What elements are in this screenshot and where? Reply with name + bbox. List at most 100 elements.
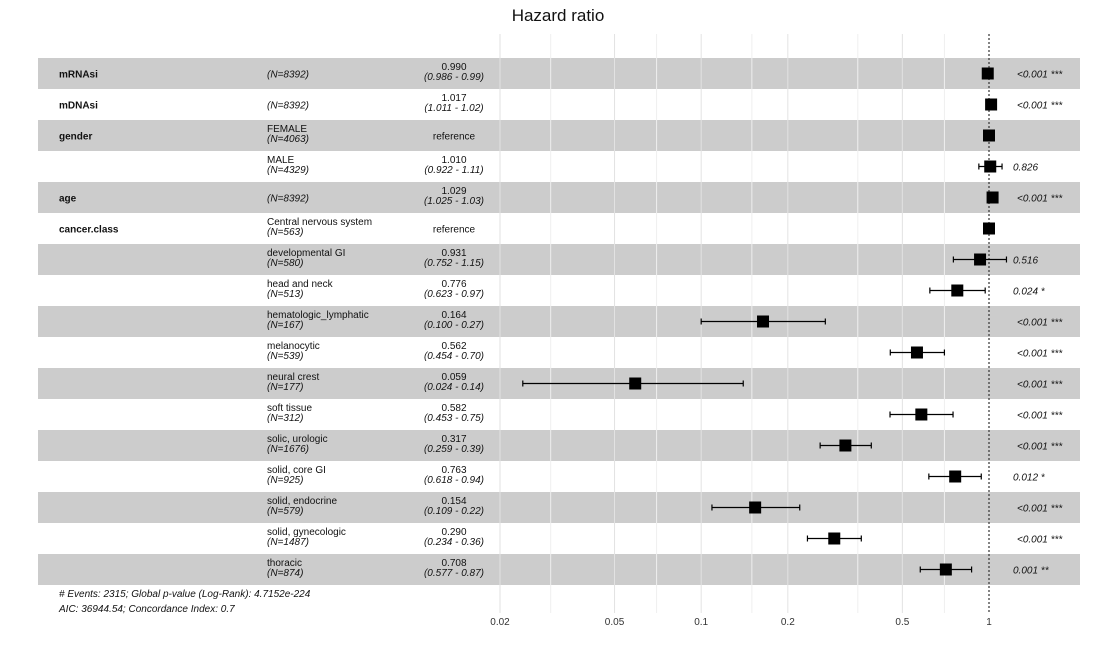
variable-label: gender [59, 132, 92, 143]
level-label: thoracic [267, 558, 302, 569]
p-value-text: <0.001 *** [1017, 411, 1063, 422]
p-value-text: <0.001 *** [1017, 318, 1063, 329]
estimate-text: 0.931 [441, 248, 466, 259]
sample-size: (N=1487) [267, 537, 309, 548]
ci-text: (0.454 - 0.70) [424, 351, 484, 362]
sample-size: (N=539) [267, 351, 303, 362]
variable-label: mRNAsi [59, 70, 98, 81]
x-tick-label: 0.2 [781, 617, 795, 628]
sample-size: (N=579) [267, 506, 303, 517]
row-stripe [38, 306, 1080, 337]
hr-marker [949, 470, 962, 483]
hazard-ratio-markers [629, 67, 999, 576]
hr-marker [749, 501, 762, 514]
sample-size: (N=167) [267, 320, 303, 331]
x-tick-label: 0.5 [895, 617, 909, 628]
sample-size: (N=312) [267, 413, 303, 424]
ci-text: (0.752 - 1.15) [424, 258, 484, 269]
hr-marker [839, 439, 852, 452]
ci-text: (0.986 - 0.99) [424, 72, 484, 83]
estimate-text: 0.164 [441, 310, 466, 321]
variable-label: age [59, 194, 77, 205]
estimate-text: 1.010 [441, 155, 466, 166]
level-label: soft tissue [267, 403, 312, 414]
p-value-text: <0.001 *** [1017, 101, 1063, 112]
row-stripe [38, 58, 1080, 89]
row-labels: mRNAsi (N=8392) 0.990(0.986 - 0.99) <0.001 … [59, 62, 1063, 579]
x-tick-label: 1 [986, 617, 992, 628]
level-label: solid, core GI [267, 465, 326, 476]
sample-size: (N=513) [267, 289, 303, 300]
row-stripe [38, 182, 1080, 213]
footnote-aic: AIC: 36944.54; Concordance Index: 0.7 [58, 604, 235, 615]
hr-marker [974, 253, 987, 266]
p-value-text: <0.001 *** [1017, 380, 1063, 391]
level-label: neural crest [267, 372, 319, 383]
hr-marker [981, 67, 994, 80]
estimate-text: 0.154 [441, 496, 466, 507]
estimate-text: 0.776 [441, 279, 466, 290]
row-stripe [38, 554, 1080, 585]
sample-size: (N=8392) [267, 194, 309, 205]
ci-text: (0.259 - 0.39) [424, 444, 484, 455]
estimate-text: 0.582 [441, 403, 466, 414]
p-value-text: 0.826 [1013, 163, 1038, 174]
p-value-text: 0.516 [1013, 256, 1038, 267]
x-tick-label: 0.05 [605, 617, 625, 628]
hr-marker [984, 160, 997, 173]
variable-label: mDNAsi [59, 101, 98, 112]
estimate-text: 0.708 [441, 558, 466, 569]
p-value-text: <0.001 *** [1017, 504, 1063, 515]
p-value-text: <0.001 *** [1017, 349, 1063, 360]
estimate-text: 1.017 [441, 93, 466, 104]
estimate-text: 0.990 [441, 62, 466, 73]
ci-text: (1.011 - 1.02) [424, 103, 483, 114]
ci-text: (0.623 - 0.97) [424, 289, 484, 300]
estimate-text: reference [433, 132, 476, 143]
row-stripe [38, 120, 1080, 151]
ci-text: (0.024 - 0.14) [424, 382, 484, 393]
hr-marker [910, 346, 923, 359]
p-value-text: 0.001 ** [1013, 566, 1050, 577]
level-label: hematologic_lymphatic [267, 310, 369, 321]
x-tick-label: 0.1 [694, 617, 708, 628]
variable-label: cancer.class [59, 225, 119, 236]
estimate-text: reference [433, 225, 476, 236]
ci-text: (0.109 - 0.22) [424, 506, 484, 517]
sample-size: (N=8392) [267, 101, 309, 112]
sample-size: (N=925) [267, 475, 303, 486]
sample-size: (N=563) [267, 227, 303, 238]
level-label: Central nervous system [267, 217, 372, 228]
x-axis-ticks: 0.02 0.05 0.1 0.2 0.5 1 [490, 617, 992, 628]
p-value-text: 0.012 * [1013, 473, 1046, 484]
sample-size: (N=1676) [267, 444, 309, 455]
hr-marker [757, 315, 770, 328]
estimate-text: 0.562 [441, 341, 466, 352]
hr-marker [986, 191, 999, 204]
hr-marker [629, 377, 642, 390]
hr-marker [983, 129, 995, 142]
level-label: solic, urologic [267, 434, 328, 445]
p-value-text: <0.001 *** [1017, 194, 1063, 205]
row-stripe [38, 244, 1080, 275]
row-stripe [38, 492, 1080, 523]
hr-marker [983, 222, 995, 235]
sample-size: (N=177) [267, 382, 303, 393]
level-label: developmental GI [267, 248, 345, 259]
x-tick-label: 0.02 [490, 617, 510, 628]
estimate-text: 0.317 [441, 434, 466, 445]
sample-size: (N=4063) [267, 134, 309, 145]
hr-marker [939, 563, 952, 576]
level-label: solid, endocrine [267, 496, 337, 507]
estimate-text: 0.763 [441, 465, 466, 476]
hr-marker [951, 284, 964, 297]
level-label: solid, gynecologic [267, 527, 346, 538]
p-value-text: <0.001 *** [1017, 70, 1063, 81]
ci-text: (0.234 - 0.36) [424, 537, 484, 548]
ci-text: (0.618 - 0.94) [424, 475, 484, 486]
p-value-text: <0.001 *** [1017, 442, 1063, 453]
ci-text: (0.453 - 0.75) [424, 413, 484, 424]
estimate-text: 0.059 [441, 372, 466, 383]
sample-size: (N=874) [267, 568, 303, 579]
